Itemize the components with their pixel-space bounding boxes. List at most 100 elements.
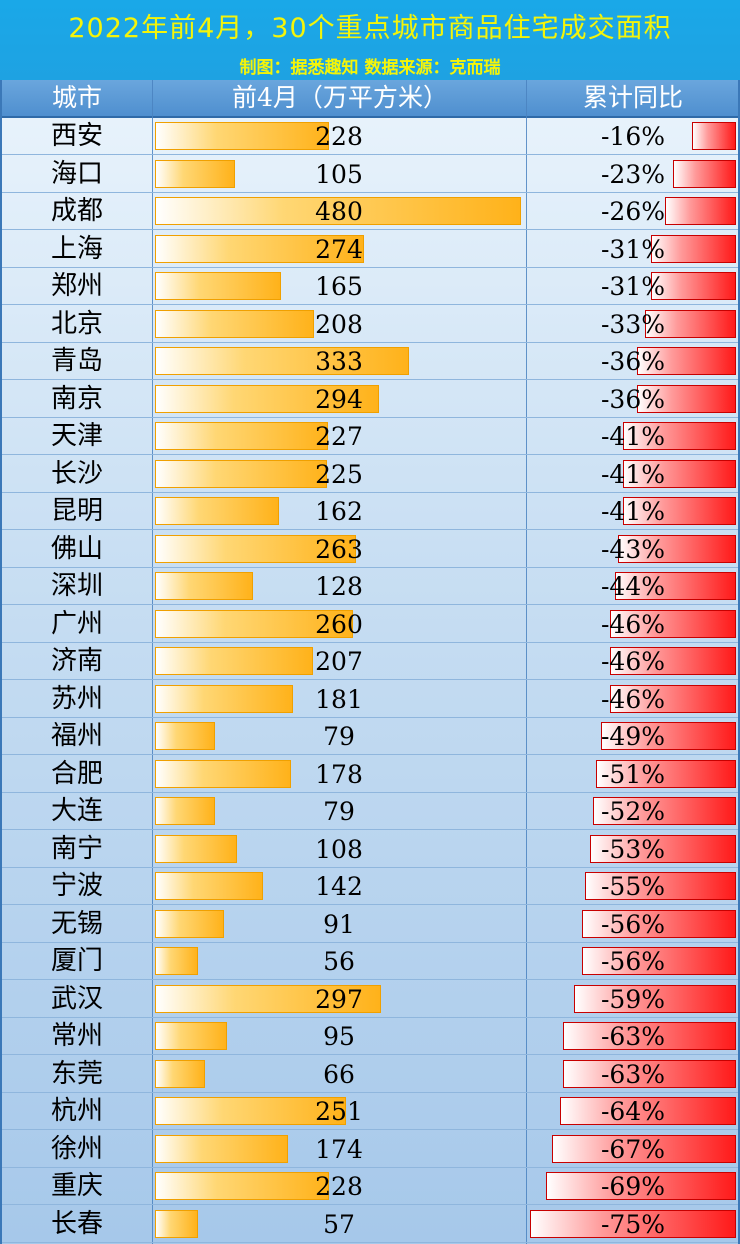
yoy-value-label: -36% <box>600 384 665 414</box>
yoy-bar <box>582 909 736 938</box>
area-bar <box>155 309 314 338</box>
city-label: 海口 <box>50 158 103 189</box>
yoy-value-label: -59% <box>600 984 665 1014</box>
table-row: 济南 207 -46% <box>2 643 738 680</box>
area-bar <box>155 422 328 450</box>
area-value-label: 228 <box>315 122 363 151</box>
area-value-label: 207 <box>315 647 363 676</box>
column-divider <box>152 80 153 1244</box>
area-value-label: 333 <box>315 347 363 376</box>
area-bar <box>155 1134 288 1163</box>
city-label: 长春 <box>50 1208 103 1239</box>
table-row: 佛山 263 -43% <box>2 531 738 568</box>
area-value-label: 56 <box>323 947 355 976</box>
area-value-label: 162 <box>315 497 363 526</box>
area-bar <box>155 1209 198 1238</box>
table-row: 福州 79 -49% <box>2 718 738 755</box>
yoy-bar <box>623 422 736 450</box>
yoy-value-label: -44% <box>600 572 665 601</box>
yoy-value-label: -75% <box>600 1209 665 1239</box>
yoy-value-label: -69% <box>600 1172 665 1201</box>
yoy-value-label: -16% <box>600 122 665 151</box>
yoy-value-label: -41% <box>600 422 665 451</box>
table-row: 东莞 66 -63% <box>2 1056 738 1093</box>
area-value-label: 208 <box>315 309 363 339</box>
yoy-value-label: -52% <box>600 797 665 826</box>
city-label: 武汉 <box>50 983 103 1014</box>
yoy-value-label: -31% <box>600 272 665 301</box>
data-table: 城市 前4月（万平方米） 累计同比 西安 228 -16% 海口 105 -23% 成都 48… <box>0 80 740 1244</box>
yoy-value-label: -56% <box>600 909 665 939</box>
table-row: 厦门 56 -56% <box>2 943 738 980</box>
table-row: 大连 79 -52% <box>2 793 738 830</box>
area-value-label: 128 <box>315 572 363 601</box>
yoy-bar <box>590 834 736 863</box>
area-bar <box>155 384 379 413</box>
area-value-label: 165 <box>315 272 363 301</box>
yoy-value-label: -23% <box>600 159 665 189</box>
yoy-bar <box>563 1022 736 1050</box>
yoy-bar <box>623 497 736 525</box>
yoy-bar <box>637 347 736 375</box>
area-value-label: 91 <box>323 909 355 939</box>
yoy-value-label: -63% <box>600 1059 665 1089</box>
city-label: 上海 <box>50 233 103 264</box>
city-label: 常州 <box>50 1021 103 1051</box>
yoy-bar <box>546 1172 736 1200</box>
yoy-bar <box>637 384 736 413</box>
area-value-label: 174 <box>315 1134 363 1164</box>
area-bar <box>155 347 409 375</box>
area-bar <box>155 1097 346 1125</box>
area-bar <box>155 834 237 863</box>
yoy-bar <box>645 309 736 338</box>
table-row: 宁波 142 -55% <box>2 868 738 905</box>
area-bar <box>155 159 235 188</box>
area-value-label: 227 <box>315 422 363 451</box>
table-row: 广州 260 -46% <box>2 606 738 643</box>
column-header-yoy: 累计同比 <box>582 83 683 112</box>
yoy-value-label: -43% <box>600 534 665 564</box>
city-label: 苏州 <box>50 683 103 714</box>
table-row: 长沙 225 -41% <box>2 456 738 493</box>
column-divider <box>526 80 527 1244</box>
yoy-bar <box>623 459 736 488</box>
area-value-label: 297 <box>315 984 363 1014</box>
city-label: 深圳 <box>50 571 103 601</box>
column-header-area: 前4月（万平方米） <box>232 83 448 112</box>
yoy-bar <box>601 722 736 750</box>
yoy-value-label: -63% <box>600 1022 665 1051</box>
yoy-value-label: -41% <box>600 497 665 526</box>
yoy-bar <box>582 947 736 975</box>
city-label: 长沙 <box>50 458 103 489</box>
chart-subtitle: 制图：据悉趣知 数据来源：克而瑞 <box>239 58 501 78</box>
area-bar <box>155 497 279 525</box>
yoy-value-label: -55% <box>600 872 665 901</box>
table-row: 徐州 174 -67% <box>2 1131 738 1168</box>
area-bar <box>155 984 381 1013</box>
table-row: 成都 480 -26% <box>2 193 738 230</box>
area-value-label: 79 <box>323 797 355 826</box>
area-value-label: 181 <box>315 684 363 714</box>
area-bar <box>155 797 215 825</box>
area-value-label: 260 <box>315 609 363 639</box>
yoy-bar <box>593 797 736 825</box>
area-bar <box>155 534 356 563</box>
yoy-bar <box>618 534 736 563</box>
city-label: 福州 <box>50 721 103 751</box>
table-row: 长春 57 -75% <box>2 1206 738 1243</box>
table-header: 城市 前4月（万平方米） 累计同比 <box>2 80 738 118</box>
city-label: 天津 <box>50 421 103 451</box>
area-bar <box>155 872 263 900</box>
yoy-value-label: -64% <box>600 1097 665 1126</box>
yoy-bar <box>585 872 736 900</box>
area-value-label: 480 <box>315 197 363 226</box>
city-label: 厦门 <box>50 946 103 976</box>
city-label: 青岛 <box>50 346 103 376</box>
yoy-bar <box>610 647 736 675</box>
column-header-city: 城市 <box>51 83 102 112</box>
yoy-value-label: -31% <box>600 234 665 264</box>
yoy-bar <box>665 197 736 225</box>
yoy-bar <box>673 159 736 188</box>
city-label: 无锡 <box>50 908 103 939</box>
area-value-label: 228 <box>315 1172 363 1201</box>
